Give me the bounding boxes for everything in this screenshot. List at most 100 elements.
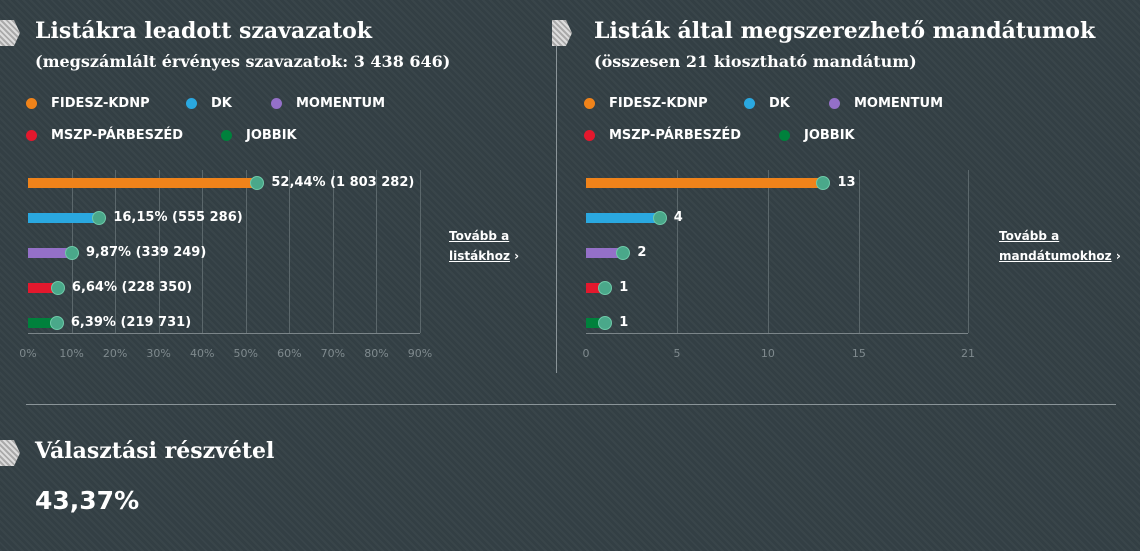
bar-end-marker bbox=[64, 246, 79, 260]
legend-label: FIDESZ-KDNP bbox=[51, 96, 150, 111]
bar-value-label: 2 bbox=[637, 245, 647, 260]
bar bbox=[586, 248, 623, 258]
bar-end-marker bbox=[652, 211, 667, 225]
turnout-title: Választási részvétel bbox=[35, 438, 275, 464]
legend-item: JOBBIK bbox=[221, 128, 297, 143]
bar bbox=[28, 178, 257, 188]
legend-dot-icon bbox=[584, 130, 595, 141]
votes-chart: 0% 10% 20% 30% 40% 50% 60% 70% 80% 90% 52,44% (1 8… bbox=[19, 170, 432, 360]
turnout-value: 43,37% bbox=[35, 486, 140, 515]
bar-value-label: 4 bbox=[673, 210, 683, 225]
gridline bbox=[202, 170, 204, 333]
x-tick-label: 60% bbox=[277, 347, 302, 360]
x-tick-label: 20% bbox=[102, 347, 128, 360]
bar bbox=[586, 178, 823, 188]
bar-end-marker bbox=[92, 211, 107, 225]
legend-label: MOMENTUM bbox=[854, 96, 944, 111]
bar-end-marker bbox=[816, 176, 831, 190]
legend-dot-icon bbox=[186, 98, 197, 109]
bar-value-label: 6,64% (228 350) bbox=[71, 280, 193, 295]
x-tick-label: 10% bbox=[59, 347, 84, 360]
bar-value-label: 13 bbox=[837, 175, 856, 190]
x-tick-label: 10 bbox=[760, 347, 775, 360]
bar-value-label: 6,39% (219 731) bbox=[70, 315, 192, 330]
x-tick-label: 5 bbox=[673, 347, 681, 360]
bar bbox=[28, 248, 71, 258]
legend-dot-icon bbox=[584, 98, 595, 109]
legend-label: MSZP-PÁRBESZÉD bbox=[51, 128, 184, 143]
x-tick-label: 80% bbox=[364, 347, 389, 360]
legend-item: MSZP-PÁRBESZÉD bbox=[26, 128, 183, 143]
bar-end-marker bbox=[616, 246, 631, 260]
gridline bbox=[332, 170, 334, 333]
legend-dot-icon bbox=[829, 98, 840, 109]
bar-end-marker bbox=[250, 176, 265, 190]
chevron-right-icon: › bbox=[1115, 249, 1121, 263]
bar bbox=[28, 318, 56, 328]
legend-item: FIDESZ-KDNP bbox=[26, 96, 150, 111]
legend-dot-icon bbox=[26, 130, 37, 141]
bar-end-marker bbox=[598, 281, 613, 295]
gridline bbox=[968, 170, 969, 333]
gridline bbox=[858, 170, 860, 333]
bar-value-label: 1 bbox=[619, 280, 629, 295]
legend-label: DK bbox=[211, 96, 232, 111]
gridline bbox=[289, 170, 291, 333]
votes-subtitle: (megszámlált érvényes szavazatok: 3 438 … bbox=[35, 52, 451, 71]
bar bbox=[28, 283, 57, 293]
gridline bbox=[676, 170, 678, 333]
legend-dot-icon bbox=[221, 130, 232, 141]
chevron-right-icon: › bbox=[514, 249, 520, 263]
x-tick-label: 50% bbox=[233, 347, 258, 360]
x-axis bbox=[586, 333, 968, 334]
legend-label: JOBBIK bbox=[246, 128, 297, 143]
gridline bbox=[420, 170, 421, 333]
legend-dot-icon bbox=[271, 98, 282, 109]
legend-item: MOMENTUM bbox=[829, 96, 943, 111]
bar bbox=[28, 213, 99, 223]
gridline bbox=[158, 170, 160, 333]
legend-item: MOMENTUM bbox=[271, 96, 385, 111]
more-seats-link[interactable]: Tovább a mandátumokhoz › bbox=[999, 229, 1121, 263]
x-tick-label: 0 bbox=[582, 347, 590, 360]
gridline bbox=[376, 170, 378, 333]
more-lists-link[interactable]: Tovább a listákhoz › bbox=[449, 229, 520, 263]
section-flag-icon bbox=[552, 20, 572, 46]
x-tick-label: 15 bbox=[851, 347, 866, 360]
legend-dot-icon bbox=[779, 130, 790, 141]
legend-label: DK bbox=[769, 96, 790, 111]
bar-end-marker bbox=[50, 281, 65, 295]
legend-dot-icon bbox=[744, 98, 755, 109]
section-flag-icon bbox=[0, 20, 20, 46]
x-tick-label: 70% bbox=[320, 347, 346, 360]
section-flag-icon bbox=[0, 440, 20, 466]
votes-title: Listákra leadott szavazatok bbox=[35, 18, 373, 44]
divider bbox=[26, 404, 1116, 405]
seats-subtitle: (összesen 21 kiosztható mandátum) bbox=[594, 52, 917, 71]
bar bbox=[586, 213, 659, 223]
legend-label: JOBBIK bbox=[804, 128, 855, 143]
legend-label: MSZP-PÁRBESZÉD bbox=[609, 128, 742, 143]
seats-title: Listák által megszerezhető mandátumok bbox=[594, 18, 1096, 44]
seats-chart: 0 5 10 15 21 13 4 2 1 1 bbox=[583, 170, 975, 360]
x-axis bbox=[28, 333, 420, 334]
bar-end-marker bbox=[598, 316, 613, 330]
bar-value-label: 16,15% (555 286) bbox=[113, 210, 243, 225]
x-tick-label: 90% bbox=[407, 347, 433, 360]
legend-item: JOBBIK bbox=[779, 128, 855, 143]
bar-value-label: 1 bbox=[619, 315, 629, 330]
x-tick-label: 40% bbox=[189, 347, 215, 360]
gridline bbox=[767, 170, 769, 333]
x-tick-label: 21 bbox=[961, 347, 975, 360]
x-tick-label: 0% bbox=[19, 347, 37, 360]
bar-end-marker bbox=[49, 316, 64, 330]
legend-item: MSZP-PÁRBESZÉD bbox=[584, 128, 741, 143]
legend-item: FIDESZ-KDNP bbox=[584, 96, 708, 111]
bar-value-label: 9,87% (339 249) bbox=[85, 245, 207, 260]
legend-item: DK bbox=[186, 96, 232, 111]
legend-dot-icon bbox=[26, 98, 37, 109]
gridline bbox=[245, 170, 247, 333]
legend-label: FIDESZ-KDNP bbox=[609, 96, 708, 111]
gridline bbox=[115, 170, 117, 333]
x-tick-label: 30% bbox=[146, 347, 171, 360]
